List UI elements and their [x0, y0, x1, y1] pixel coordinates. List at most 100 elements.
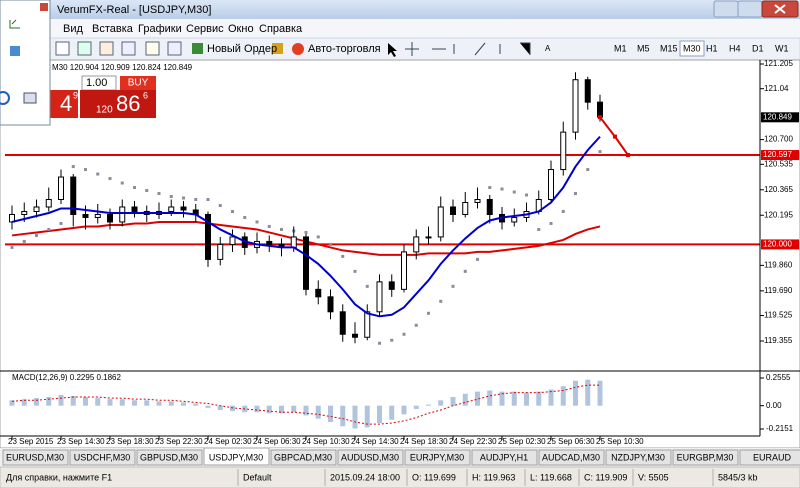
macd-bar	[413, 405, 419, 409]
timeframe-button[interactable]: W1	[775, 43, 789, 53]
icon[interactable]	[121, 41, 136, 56]
buy-button[interactable]	[120, 76, 156, 90]
candle-body	[486, 199, 493, 215]
icon[interactable]	[23, 92, 37, 104]
icon[interactable]	[272, 43, 283, 54]
icon[interactable]	[0, 91, 10, 105]
sell-pip[interactable]: 9	[73, 90, 78, 100]
candle-body	[327, 296, 334, 313]
macd-bar	[34, 398, 39, 406]
x-tick-label: 23 Sep 22:30	[155, 437, 203, 446]
tab[interactable]	[471, 449, 538, 466]
x-tick-label: 25 Sep 02:30	[498, 437, 546, 446]
tab[interactable]	[136, 449, 203, 466]
sell-price[interactable]: 4	[60, 91, 72, 116]
sar-dot	[586, 168, 590, 172]
macd-bar	[58, 394, 64, 406]
timeframe-button[interactable]: H1	[706, 43, 718, 53]
buy-label[interactable]: BUY	[128, 78, 149, 89]
autotrading-button[interactable]: Авто-торговля	[308, 43, 381, 55]
timeframe-button[interactable]: M5	[637, 43, 650, 53]
new-order-icon[interactable]	[192, 43, 203, 54]
tab-label[interactable]: GBPCAD,M30	[274, 452, 332, 462]
icon[interactable]	[99, 41, 114, 56]
candle-body	[290, 236, 297, 248]
maximize-button[interactable]	[737, 0, 763, 18]
icon[interactable]	[167, 41, 182, 56]
tab[interactable]	[538, 449, 605, 466]
candle-body	[82, 213, 89, 218]
sar-dot	[353, 269, 357, 273]
tab[interactable]	[270, 449, 337, 466]
candle-body	[217, 243, 224, 260]
menu-item[interactable]: Вставка	[92, 23, 134, 35]
draw-icons[interactable]	[432, 42, 531, 56]
tab[interactable]	[337, 449, 404, 466]
menu-item[interactable]: Окно	[228, 23, 254, 35]
candle-body	[572, 79, 579, 133]
active-tab[interactable]	[203, 447, 270, 466]
macd-y-tick-label: 0.2555	[766, 373, 791, 382]
icon[interactable]	[77, 41, 92, 56]
tab[interactable]	[69, 449, 136, 466]
y-tick-label: 121.04	[764, 84, 789, 93]
forecast-point	[613, 134, 617, 139]
sar-dot	[59, 221, 63, 225]
timeframe-button[interactable]: D1	[752, 43, 764, 53]
tab-label[interactable]: AUDUSD,M30	[341, 452, 399, 462]
buy-price[interactable]: 86	[116, 91, 140, 116]
timeframe-button[interactable]: H4	[729, 43, 741, 53]
x-tick-label: 24 Sep 10:30	[302, 437, 350, 446]
timeframe-button[interactable]: M15	[660, 43, 678, 53]
tab[interactable]	[739, 449, 800, 466]
macd-bar	[401, 405, 407, 415]
crosshair-icon[interactable]	[405, 42, 419, 56]
icon[interactable]	[10, 46, 20, 56]
autotrading-icon[interactable]	[292, 43, 304, 55]
buy-pip[interactable]: 6	[143, 90, 148, 100]
lot-value[interactable]: 1.00	[86, 77, 107, 89]
cursor-icon[interactable]	[388, 43, 397, 57]
candle-body	[548, 169, 554, 201]
tab-label[interactable]: EURJPY,M30	[410, 452, 464, 462]
timeframe-button[interactable]: M30	[683, 43, 701, 53]
y-tick-label: 119.690	[764, 286, 793, 295]
tab-label[interactable]: GBPUSD,M30	[140, 452, 198, 462]
icon[interactable]	[55, 41, 70, 56]
tab-label[interactable]: USDCHF,M30	[74, 452, 131, 462]
macd-bar	[279, 405, 284, 414]
timeframe-button[interactable]: M1	[614, 43, 627, 53]
tab-label[interactable]: NZDJPY,M30	[611, 452, 665, 462]
tab-label[interactable]: USDJPY,M30	[209, 452, 263, 462]
tab[interactable]	[404, 449, 471, 466]
tab-label[interactable]: EURGBP,M30	[677, 452, 734, 462]
buy-box[interactable]	[80, 90, 156, 118]
level-box	[761, 239, 799, 250]
menu-item[interactable]: Сервис	[186, 23, 224, 35]
icon[interactable]	[145, 41, 160, 56]
macd-bar	[499, 391, 505, 406]
icon[interactable]	[9, 19, 20, 29]
tab-label[interactable]: EURAUD	[753, 452, 792, 462]
buy-price-prefix[interactable]: 120	[96, 105, 113, 116]
sar-dot	[525, 193, 528, 197]
minimize-button[interactable]	[713, 0, 739, 18]
candle-body	[352, 333, 358, 338]
menu-item[interactable]: Вид	[63, 23, 83, 35]
menu-item[interactable]: Графики	[138, 23, 182, 35]
new-order-button[interactable]: Новый Ордер	[207, 43, 277, 55]
sar-dot	[47, 227, 51, 231]
tab[interactable]	[672, 449, 739, 466]
x-tick-label: 24 Sep 18:30	[400, 437, 448, 446]
tab[interactable]	[605, 449, 672, 466]
tab[interactable]	[2, 449, 69, 466]
icon[interactable]: A	[545, 44, 551, 53]
x-tick-label: 24 Sep 22:30	[449, 437, 497, 446]
tab-label[interactable]: AUDJPY,H1	[480, 452, 528, 462]
panel-close[interactable]	[40, 3, 48, 11]
menu-item[interactable]: Справка	[259, 23, 303, 35]
sar-dot	[96, 172, 100, 176]
tab-label[interactable]: AUDCAD,M30	[542, 452, 600, 462]
tab-label[interactable]: EURUSD,M30	[6, 452, 64, 462]
